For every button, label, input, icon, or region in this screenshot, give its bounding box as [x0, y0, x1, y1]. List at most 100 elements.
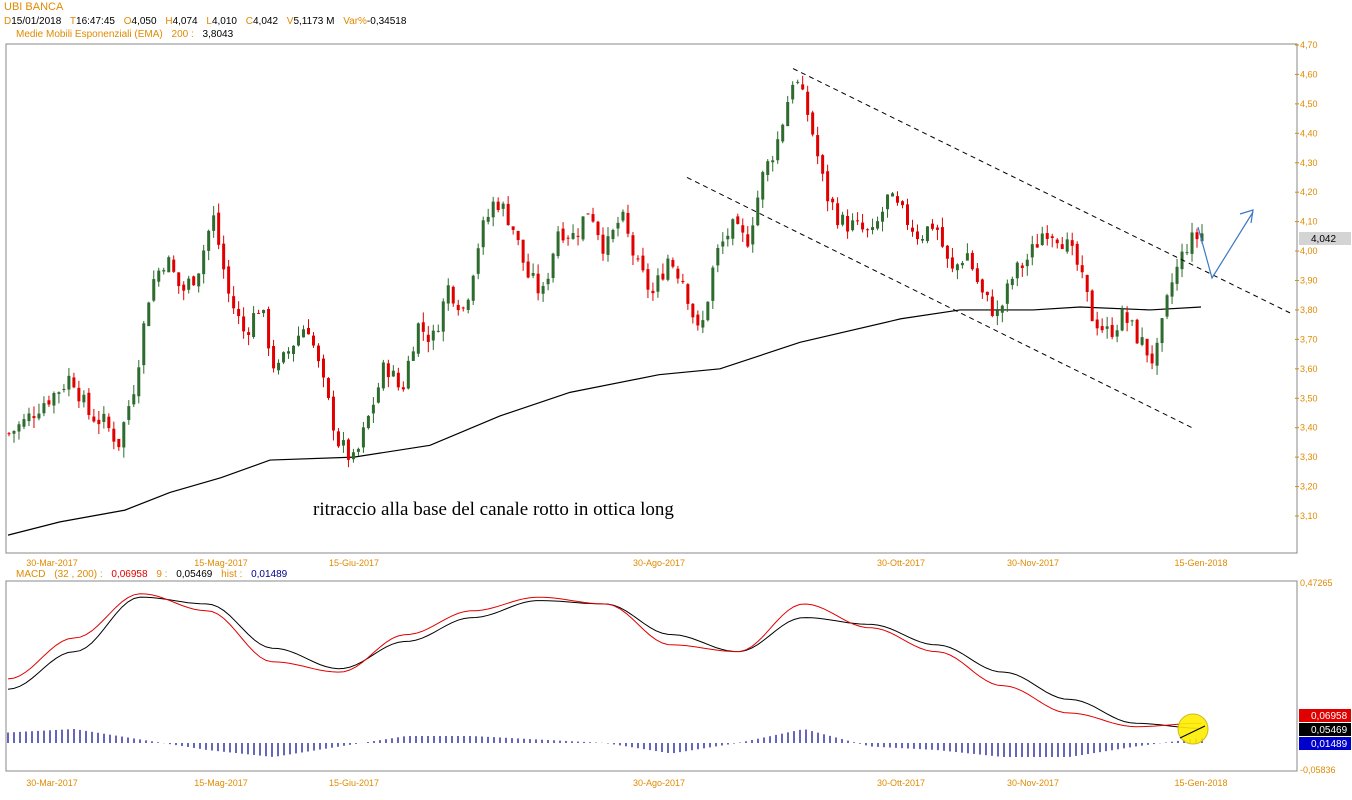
candle-body: [331, 396, 335, 431]
candle-body: [431, 330, 435, 341]
candle-body: [252, 313, 256, 338]
macd-tag: 0,06958: [1311, 711, 1348, 722]
macd-tag-bg: [1299, 709, 1351, 722]
candle-body: [451, 286, 455, 304]
candle-body: [52, 393, 56, 406]
candle-body: [526, 261, 530, 278]
candle-body: [1105, 326, 1109, 329]
candle-body: [940, 227, 944, 247]
y-tick-label: 4,60: [1300, 69, 1318, 79]
hist-tag-bg: [1299, 737, 1351, 750]
candle-body: [441, 301, 445, 332]
candle-body: [656, 275, 660, 292]
candle-body: [726, 235, 730, 240]
candle-body: [426, 334, 430, 342]
candle-body: [1110, 324, 1114, 338]
ema-200-line: [7, 306, 1202, 536]
candle-body: [1065, 239, 1069, 252]
channel-lower-line: [686, 177, 1193, 429]
date-label: D: [4, 16, 12, 27]
candle-body: [32, 416, 36, 419]
candle-body: [1095, 319, 1099, 329]
candle-body: [132, 394, 136, 405]
candle-body: [581, 216, 585, 240]
candle-body: [396, 372, 400, 388]
candle-body: [626, 212, 630, 234]
candle-body: [531, 273, 535, 276]
candle-body: [905, 204, 909, 225]
candle-body: [1010, 278, 1014, 286]
candle-body: [716, 247, 720, 266]
candle-body: [1100, 326, 1104, 331]
candle-body: [736, 216, 740, 224]
candle-body: [381, 362, 385, 389]
candle-body: [1115, 330, 1119, 337]
signal-label: 9 :: [156, 569, 168, 580]
candle-body: [92, 416, 96, 422]
macd-header: MACD (32 , 200) : 0,06958 9 : 0,05469 hi…: [16, 569, 287, 580]
macd-x-tick-label: 15-Giu-2017: [329, 778, 379, 788]
candle-body: [321, 358, 325, 378]
candle-body: [466, 299, 470, 310]
candle-body: [1080, 265, 1084, 273]
candle-body: [1135, 319, 1139, 344]
x-tick-label: 15-Gen-2018: [1174, 558, 1227, 568]
candle-body: [222, 243, 226, 270]
candle-body: [212, 215, 216, 231]
candle-body: [1035, 244, 1039, 248]
candle-body: [207, 230, 211, 251]
candle-body: [571, 232, 575, 239]
candle-body: [816, 135, 820, 157]
candle-body: [182, 284, 186, 291]
high-label: H: [165, 16, 173, 27]
candle-body: [107, 416, 111, 429]
candle-body: [636, 258, 640, 260]
candle-body: [302, 329, 306, 338]
macd-x-tick-label: 30-Nov-2017: [1007, 778, 1059, 788]
y-tick-label: 4,20: [1300, 187, 1318, 197]
candle-body: [591, 214, 595, 222]
macd-line: [7, 593, 1203, 728]
candle-body: [990, 296, 994, 316]
candle-body: [17, 424, 21, 432]
candle-body: [711, 267, 715, 301]
ema-header: Medie Mobili Esponenziali (EMA) 200 : 3,…: [4, 29, 233, 40]
candle-body: [1150, 353, 1154, 364]
candle-body: [561, 228, 565, 241]
y-tick-label: 3,80: [1300, 305, 1318, 315]
projection-arrowhead: [1239, 209, 1254, 224]
candle-body: [766, 161, 770, 175]
macd-x-tick-label: 15-Gen-2018: [1174, 778, 1227, 788]
candle-body: [1045, 233, 1049, 239]
hist-label: hist :: [221, 569, 243, 580]
candle-body: [965, 253, 969, 261]
candle-body: [232, 296, 236, 309]
candle-body: [117, 438, 121, 448]
candle-body: [791, 84, 795, 100]
candle-body: [781, 124, 785, 142]
candle-body: [671, 260, 675, 267]
y-tick-label: 4,40: [1300, 128, 1318, 138]
candle-body: [950, 257, 954, 269]
candle-body: [376, 387, 380, 403]
candle-body: [891, 193, 895, 197]
y-tick-label: 3,20: [1300, 482, 1318, 492]
ema-label: Medie Mobili Esponenziali (EMA): [16, 29, 163, 40]
candle-body: [22, 419, 26, 427]
var-value: -0,34518: [366, 16, 407, 27]
candle-body: [416, 323, 420, 354]
candle-body: [651, 290, 655, 294]
y-tick-label: 3,10: [1300, 511, 1318, 521]
candle-body: [486, 216, 490, 222]
y-tick-label: 4,10: [1300, 217, 1318, 227]
candle-body: [611, 229, 615, 240]
candle-body: [1155, 342, 1159, 366]
candle-body: [102, 413, 106, 422]
candle-body: [846, 215, 850, 232]
candle-body: [371, 404, 375, 414]
x-tick-label: 30-Ago-2017: [633, 558, 685, 568]
candle-body: [955, 264, 959, 271]
candle-body: [741, 225, 745, 233]
candle-body: [910, 227, 914, 232]
candle-body: [511, 226, 515, 230]
